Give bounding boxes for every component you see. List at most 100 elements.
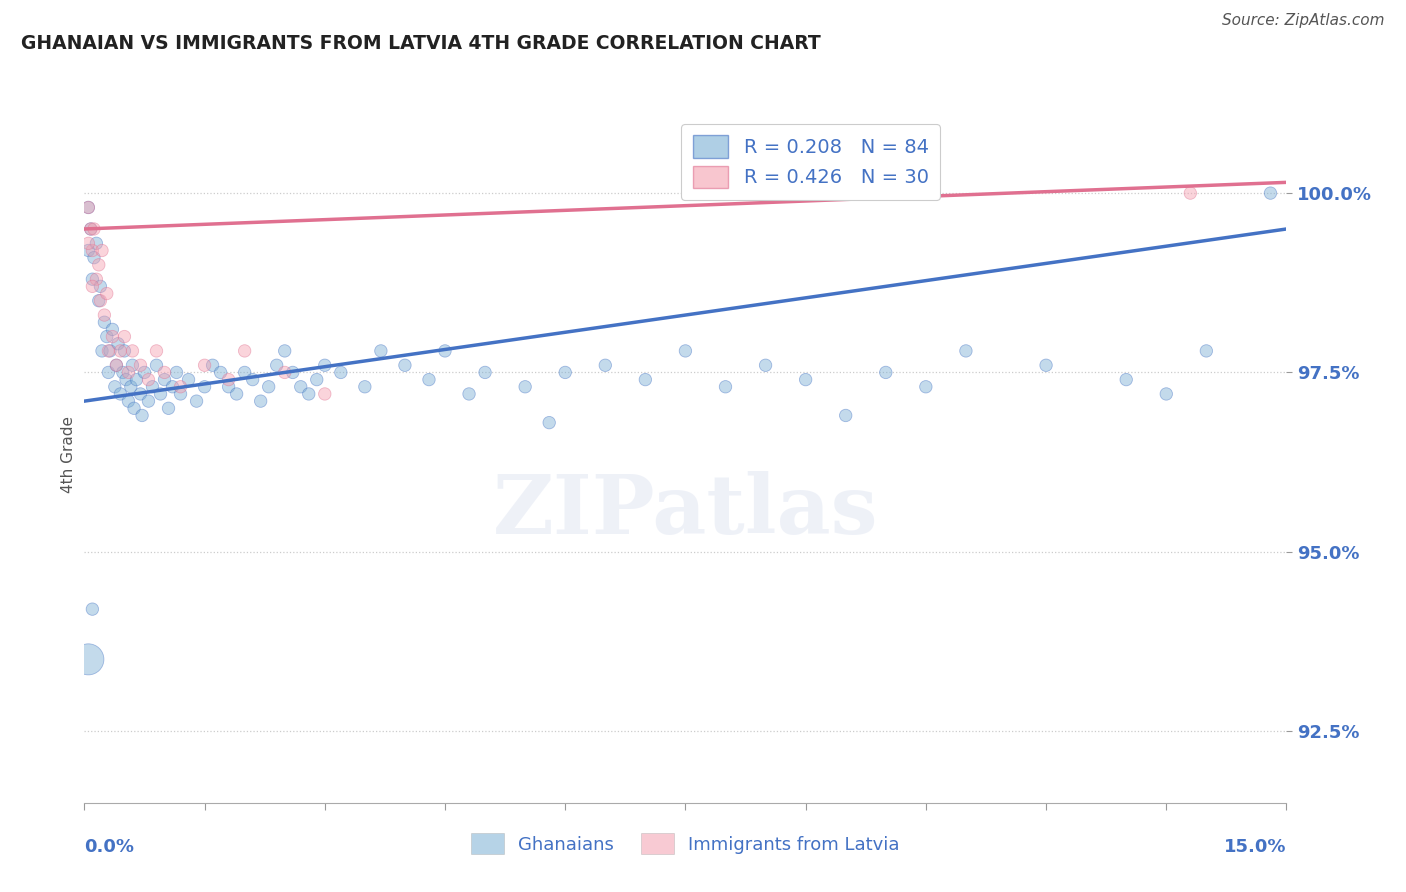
Point: [835, 409, 858, 423]
Point: [82, 272, 104, 286]
Point: [145, 343, 167, 358]
Point: [1180, 186, 1202, 200]
Point: [153, 366, 176, 380]
Point: [194, 358, 217, 372]
Point: [274, 343, 297, 358]
Point: [153, 373, 176, 387]
Point: [115, 373, 138, 387]
Point: [290, 380, 312, 394]
Point: [458, 387, 481, 401]
Point: [87, 258, 110, 272]
Point: [129, 387, 152, 401]
Point: [201, 358, 224, 372]
Point: [83, 251, 105, 265]
Point: [149, 387, 172, 401]
Point: [755, 358, 778, 372]
Point: [166, 366, 188, 380]
Text: ZIPatlas: ZIPatlas: [492, 471, 879, 550]
Point: [77, 236, 100, 251]
Text: GHANAIAN VS IMMIGRANTS FROM LATVIA 4TH GRADE CORRELATION CHART: GHANAIAN VS IMMIGRANTS FROM LATVIA 4TH G…: [21, 34, 821, 53]
Point: [97, 366, 120, 380]
Point: [794, 373, 817, 387]
Point: [122, 401, 145, 416]
Point: [89, 279, 111, 293]
Point: [225, 387, 247, 401]
Point: [194, 380, 217, 394]
Point: [93, 308, 115, 322]
Point: [80, 222, 103, 236]
Point: [915, 380, 938, 394]
Point: [104, 380, 127, 394]
Point: [98, 343, 121, 358]
Point: [714, 380, 737, 394]
Point: [418, 373, 440, 387]
Point: [169, 380, 191, 394]
Point: [86, 272, 108, 286]
Point: [281, 366, 304, 380]
Point: [218, 380, 240, 394]
Point: [121, 358, 143, 372]
Point: [145, 358, 167, 372]
Point: [77, 201, 100, 215]
Point: [233, 343, 256, 358]
Text: 0.0%: 0.0%: [84, 838, 135, 855]
Point: [370, 343, 392, 358]
Point: [110, 343, 132, 358]
Point: [538, 416, 561, 430]
Point: [474, 366, 496, 380]
Point: [114, 343, 135, 358]
Point: [105, 358, 128, 372]
Point: [96, 286, 118, 301]
Point: [83, 222, 105, 236]
Point: [314, 358, 336, 372]
Point: [117, 394, 139, 409]
Point: [249, 394, 271, 409]
Point: [177, 373, 200, 387]
Point: [354, 380, 377, 394]
Point: [121, 343, 143, 358]
Point: [131, 409, 153, 423]
Point: [1156, 387, 1178, 401]
Point: [91, 244, 114, 258]
Point: [554, 366, 576, 380]
Point: [1260, 186, 1282, 200]
Point: [1035, 358, 1057, 372]
Point: [157, 401, 180, 416]
Point: [675, 343, 697, 358]
Point: [105, 358, 128, 372]
Point: [394, 358, 416, 372]
Point: [82, 244, 104, 258]
Point: [107, 336, 129, 351]
Point: [162, 380, 184, 394]
Point: [96, 329, 118, 343]
Point: [515, 380, 537, 394]
Point: [117, 366, 139, 380]
Point: [120, 380, 142, 394]
Point: [101, 329, 124, 343]
Point: [1195, 343, 1218, 358]
Point: [1115, 373, 1137, 387]
Point: [111, 366, 134, 380]
Point: [129, 358, 152, 372]
Legend: Ghanaians, Immigrants from Latvia: Ghanaians, Immigrants from Latvia: [463, 824, 908, 863]
Point: [955, 343, 977, 358]
Point: [93, 315, 115, 329]
Point: [134, 366, 156, 380]
Point: [97, 343, 120, 358]
Point: [266, 358, 288, 372]
Point: [82, 279, 104, 293]
Point: [209, 366, 232, 380]
Point: [77, 244, 100, 258]
Point: [87, 293, 110, 308]
Point: [138, 373, 160, 387]
Point: [80, 222, 103, 236]
Point: [77, 201, 100, 215]
Point: [242, 373, 264, 387]
Point: [274, 366, 297, 380]
Point: [169, 387, 191, 401]
Point: [91, 343, 114, 358]
Point: [141, 380, 163, 394]
Point: [434, 343, 457, 358]
Point: [125, 373, 148, 387]
Point: [138, 394, 160, 409]
